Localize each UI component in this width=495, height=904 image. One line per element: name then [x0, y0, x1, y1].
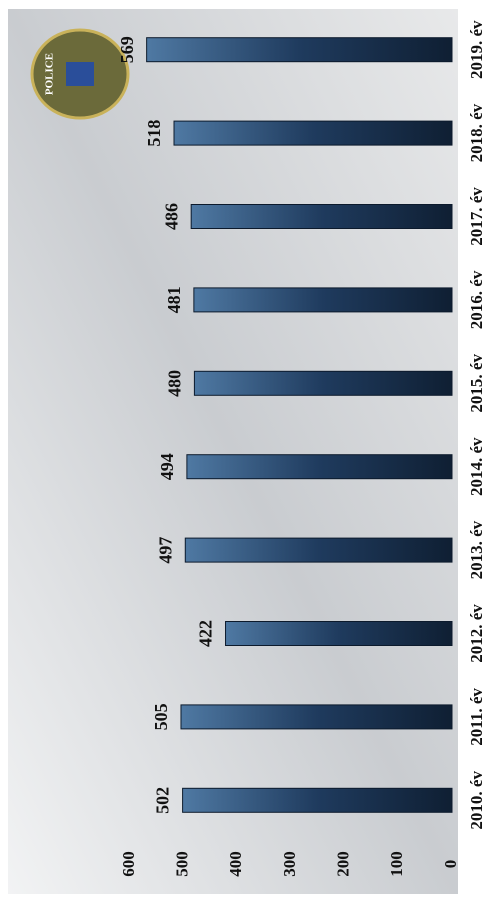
logo-text: POLICE	[44, 53, 56, 95]
y-tick-label: 0	[441, 860, 460, 869]
x-tick-label: 2017. év	[467, 187, 486, 246]
bar	[173, 120, 453, 146]
value-label: 569	[117, 36, 137, 63]
y-tick-label: 100	[387, 851, 406, 877]
value-label: 494	[157, 453, 177, 480]
bar	[186, 454, 453, 480]
value-label: 518	[144, 120, 164, 147]
x-tick-label: 2018. év	[467, 103, 486, 162]
value-label: 502	[153, 787, 173, 814]
logo-shield	[66, 62, 94, 86]
x-tick-label: 2013. év	[467, 520, 486, 579]
y-tick-label: 500	[173, 851, 192, 877]
bar	[180, 704, 453, 730]
bar	[193, 370, 453, 396]
y-tick-label: 200	[334, 851, 353, 877]
bar	[225, 621, 453, 646]
bar	[190, 204, 453, 229]
value-label: 480	[165, 370, 185, 397]
x-tick-label: 2015. év	[467, 354, 486, 413]
value-label: 497	[155, 537, 175, 564]
x-tick-label: 2019. év	[467, 20, 486, 79]
background	[8, 9, 458, 894]
value-label: 505	[151, 703, 171, 730]
y-tick-label: 600	[119, 851, 138, 877]
y-tick-label: 400	[226, 851, 245, 877]
bar	[193, 287, 453, 313]
bar	[184, 537, 453, 563]
x-tick-label: 2016. év	[467, 270, 486, 329]
x-tick-label: 2011. év	[467, 688, 486, 746]
x-tick-label: 2012. év	[467, 604, 486, 663]
logo: POLICE	[30, 28, 130, 120]
value-label: 481	[164, 286, 184, 313]
value-label: 486	[161, 203, 181, 230]
rotated-frame: POLICE 0 100 200 300 400 500 600 2010. év 502 201…	[8, 9, 486, 894]
x-tick-label: 2010. év	[467, 771, 486, 830]
y-tick-label: 300	[280, 851, 299, 877]
bar	[146, 37, 453, 63]
x-tick-label: 2014. év	[467, 437, 486, 496]
value-label: 422	[196, 620, 216, 647]
bar	[182, 787, 453, 813]
